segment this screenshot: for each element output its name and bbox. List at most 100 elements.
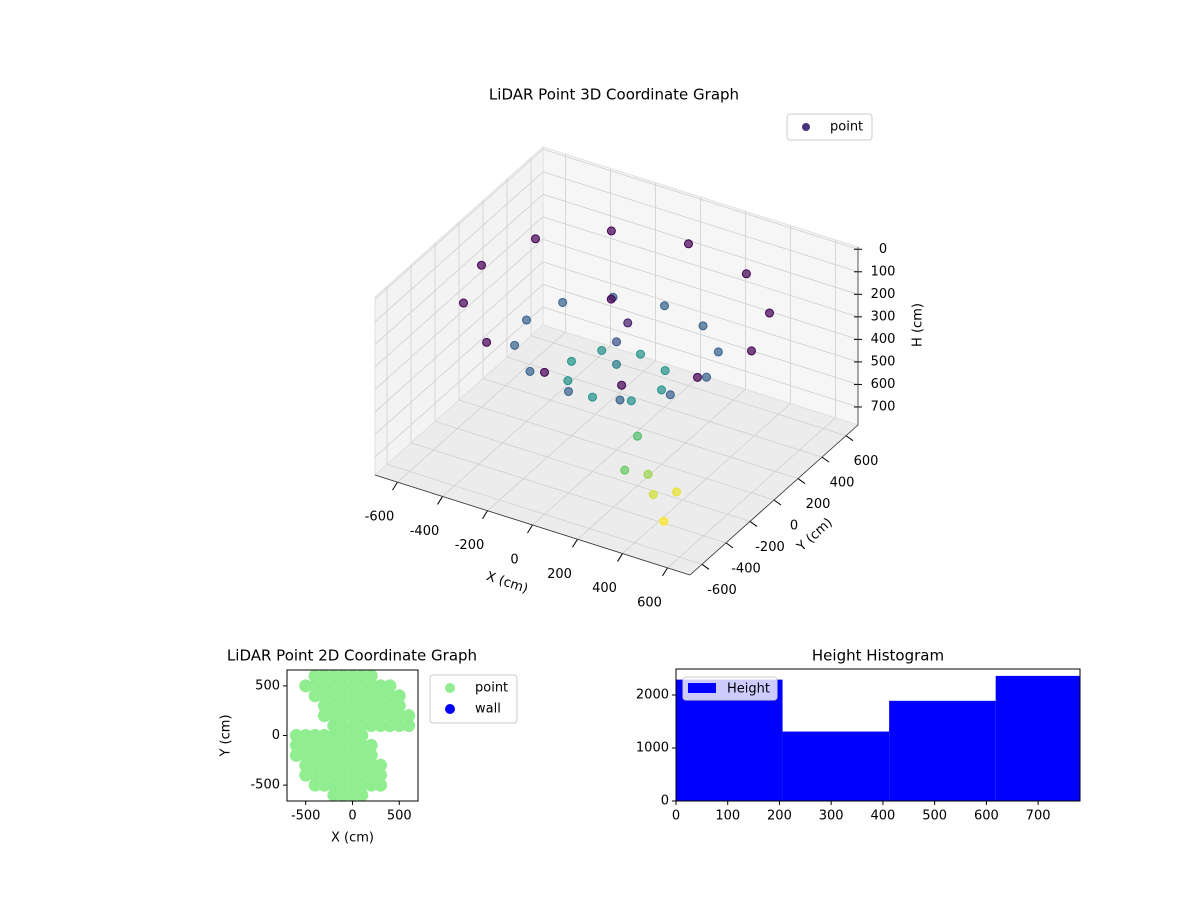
point (317, 679, 331, 693)
point (364, 758, 378, 772)
point (355, 788, 369, 801)
point (623, 318, 633, 328)
point (383, 689, 397, 703)
legend: point wall (429, 674, 518, 724)
point (482, 337, 492, 347)
legend-swatch (688, 683, 716, 693)
point (383, 719, 397, 733)
x-tick-label: -400 (410, 524, 440, 539)
point (346, 768, 359, 782)
point (308, 778, 322, 792)
grid-line (386, 463, 703, 565)
point (308, 679, 322, 693)
legend: Height (682, 676, 778, 701)
point (327, 748, 341, 762)
bar (782, 731, 890, 801)
point (355, 709, 369, 723)
point (346, 679, 359, 693)
point (665, 390, 675, 400)
tick-mark (437, 496, 443, 505)
tick-mark (572, 539, 578, 548)
point (612, 359, 621, 369)
point (364, 719, 378, 733)
point (336, 709, 350, 723)
grid-line (374, 261, 544, 413)
point (459, 298, 468, 308)
point (336, 689, 350, 703)
x-tick-label: 300 (819, 809, 844, 824)
point (355, 768, 369, 782)
y-tick-label: 0 (272, 728, 280, 743)
z-tick-label: 300 (871, 309, 896, 324)
point (327, 788, 341, 801)
point (299, 738, 313, 752)
point (308, 738, 322, 752)
point (336, 729, 350, 742)
y-tick-label: -600 (707, 583, 737, 598)
x-tick-label: 0 (510, 553, 518, 568)
point (531, 234, 540, 244)
point (747, 346, 756, 356)
y-tick-label: 600 (854, 454, 879, 469)
point (289, 738, 303, 752)
point (364, 768, 378, 782)
tick-mark (527, 524, 533, 534)
point (346, 738, 359, 752)
point (299, 729, 313, 742)
grid-line (542, 306, 859, 408)
point (383, 699, 397, 713)
point (364, 699, 378, 713)
point (327, 689, 341, 703)
legend-label: Height (727, 682, 770, 697)
point (336, 670, 350, 683)
grid-line (542, 284, 859, 385)
point (289, 748, 303, 762)
point (540, 367, 549, 377)
point (355, 689, 369, 703)
x-tick-label: -500 (291, 809, 321, 824)
grid-line (374, 306, 544, 458)
grid-line (374, 148, 544, 300)
point (374, 699, 388, 713)
bar (889, 700, 996, 801)
point (597, 345, 607, 355)
point (364, 670, 378, 683)
point (684, 239, 693, 249)
point (327, 738, 341, 752)
point (336, 788, 350, 801)
point (317, 689, 331, 703)
legend-box (786, 113, 873, 141)
z-tick-label: 0 (879, 242, 887, 257)
point (392, 709, 406, 723)
point (346, 709, 359, 723)
z-tick-label: 200 (871, 287, 896, 302)
x-tick-label: 500 (387, 809, 412, 824)
point (317, 729, 331, 742)
grid-line (374, 216, 544, 368)
tick-mark (482, 510, 488, 519)
grid-line (434, 421, 751, 522)
grid-line (542, 238, 859, 340)
point (308, 729, 322, 742)
chart-title: LiDAR Point 2D Coordinate Graph (227, 647, 477, 665)
point (659, 516, 669, 526)
z-axis-label: H (cm) (911, 303, 926, 347)
point (317, 748, 331, 762)
point (364, 709, 378, 723)
x-tick-label: 0 (672, 809, 680, 824)
point (317, 738, 331, 752)
point (702, 372, 711, 382)
point (336, 738, 350, 752)
grid-line (374, 239, 544, 390)
point (327, 758, 341, 772)
point (336, 758, 350, 772)
legend-box (682, 676, 778, 701)
point (522, 315, 531, 325)
point (563, 376, 573, 386)
point (364, 689, 378, 703)
point (510, 340, 520, 350)
point (374, 719, 388, 733)
y-tick-label: 200 (806, 497, 831, 512)
point (364, 778, 378, 792)
legend-swatch (445, 683, 455, 693)
